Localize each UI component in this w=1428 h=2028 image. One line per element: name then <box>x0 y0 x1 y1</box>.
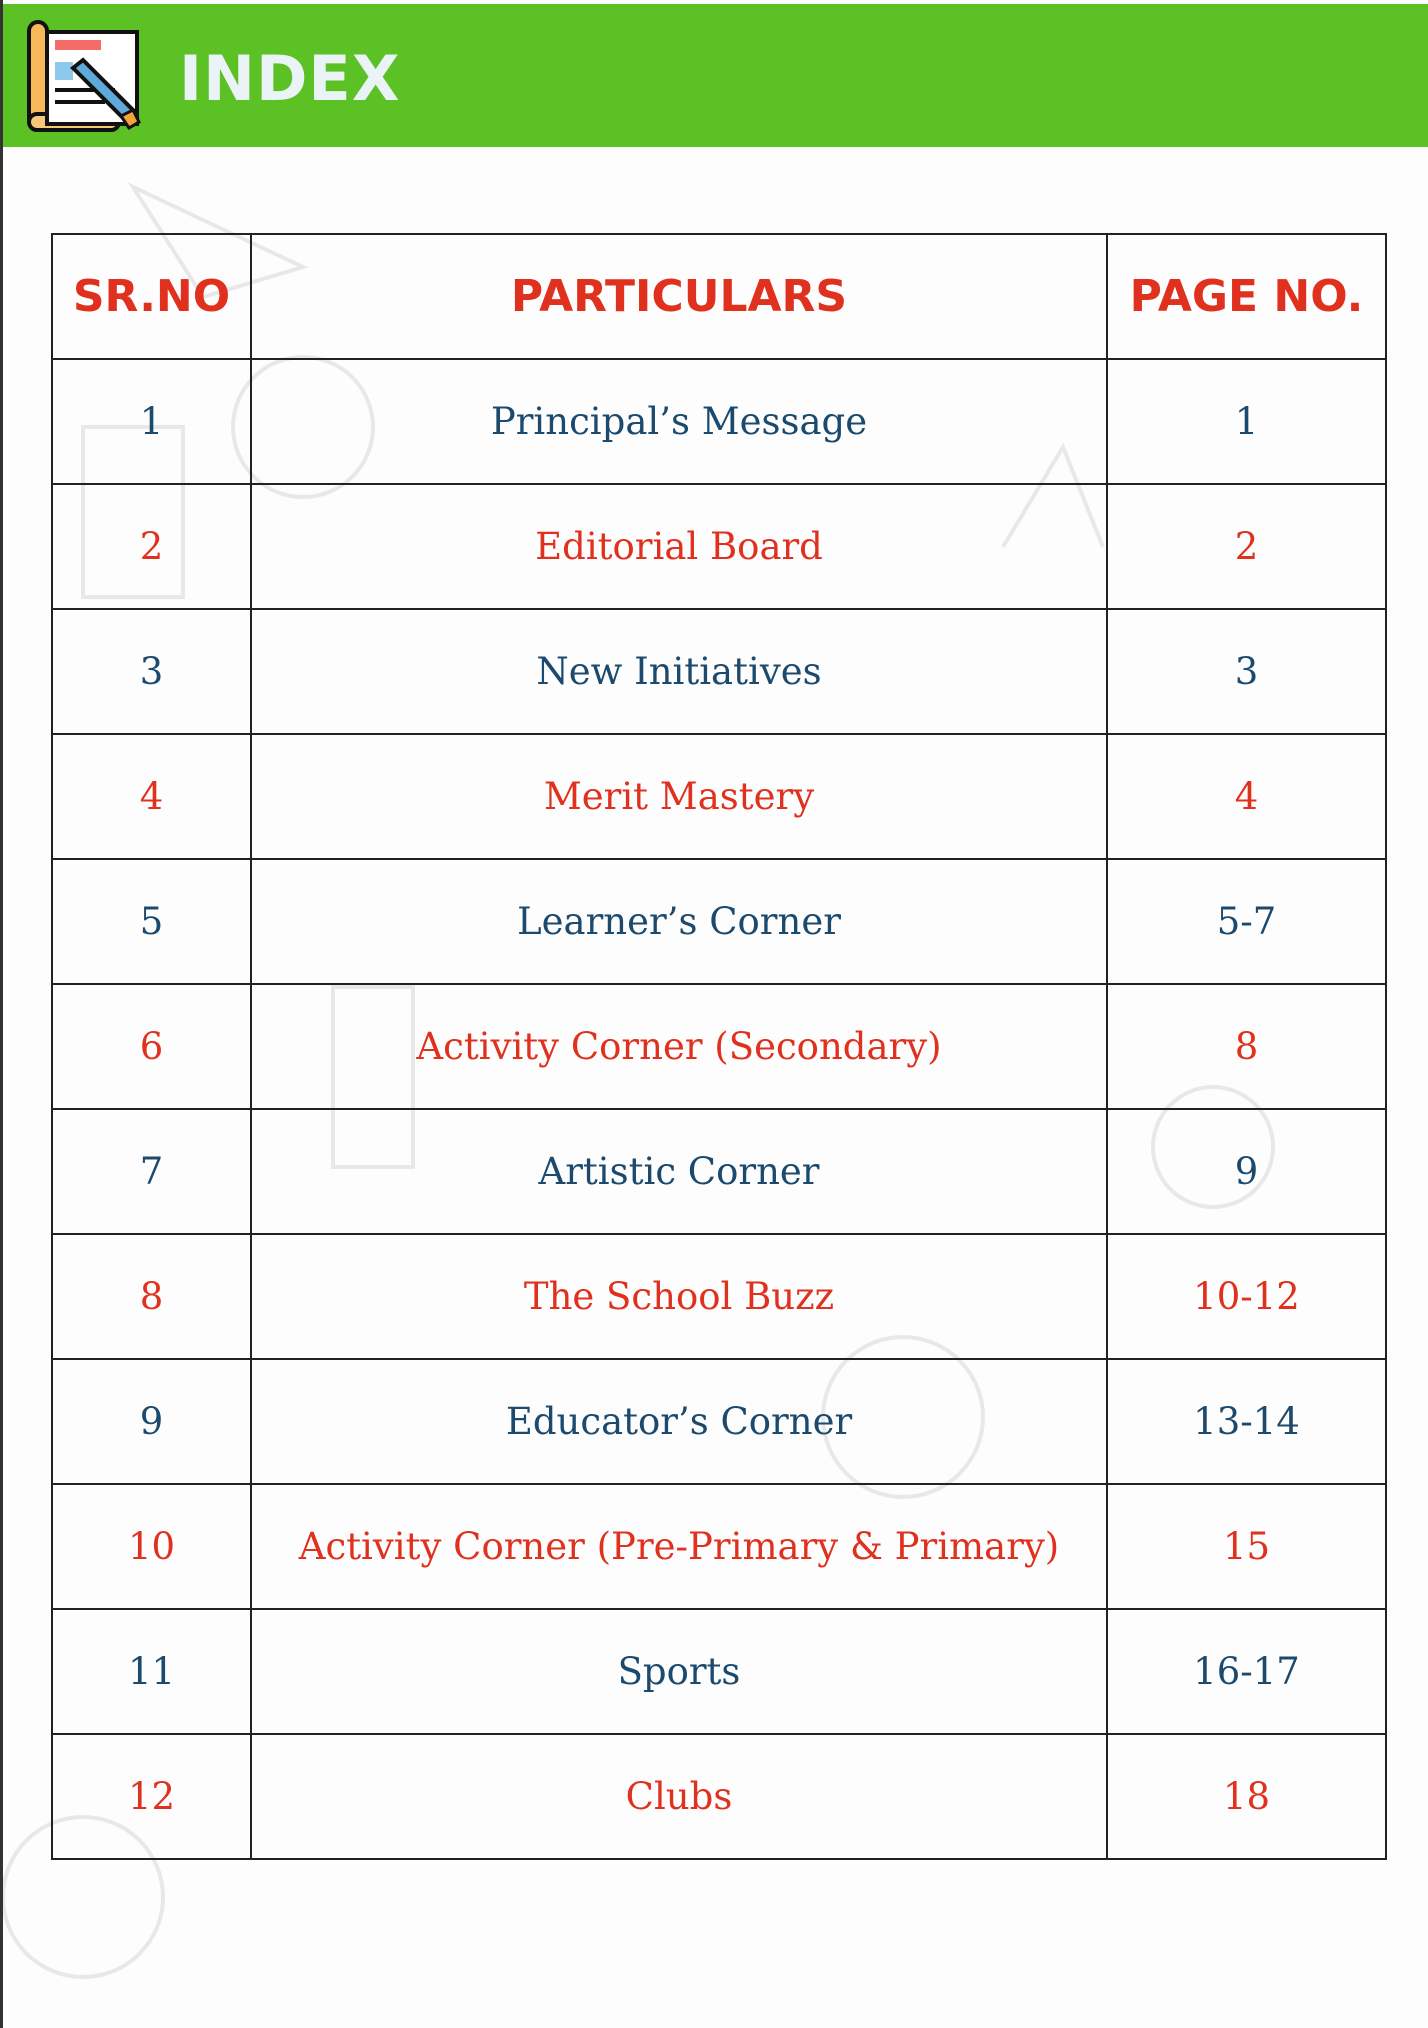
particular-cell: Activity Corner (Secondary) <box>250 983 1108 1110</box>
sr-no-cell: 11 <box>51 1608 252 1735</box>
sr-no-cell: 3 <box>51 608 252 735</box>
table-row: 3 New Initiatives 3 <box>51 608 1387 735</box>
particular-cell: Merit Mastery <box>250 733 1108 860</box>
sr-no-cell: 10 <box>51 1483 252 1610</box>
page-no-cell: 2 <box>1106 483 1387 610</box>
sr-no-cell: 6 <box>51 983 252 1110</box>
particular-cell: Principal’s Message <box>250 358 1108 485</box>
column-header-page-no: PAGE NO. <box>1106 233 1387 360</box>
page-no-cell: 13-14 <box>1106 1358 1387 1485</box>
particular-cell: New Initiatives <box>250 608 1108 735</box>
table-row: 5 Learner’s Corner 5-7 <box>51 858 1387 985</box>
particular-cell: Educator’s Corner <box>250 1358 1108 1485</box>
sr-no-cell: 5 <box>51 858 252 985</box>
index-table: SR.NO PARTICULARS PAGE NO. 1 Principal’s … <box>51 233 1387 1860</box>
sr-no-cell: 4 <box>51 733 252 860</box>
particular-cell: Activity Corner (Pre-Primary & Primary) <box>250 1483 1108 1610</box>
particular-cell: Editorial Board <box>250 483 1108 610</box>
particular-cell: Clubs <box>250 1733 1108 1860</box>
particular-cell: Artistic Corner <box>250 1108 1108 1235</box>
page-no-cell: 15 <box>1106 1483 1387 1610</box>
table-row: 1 Principal’s Message 1 <box>51 358 1387 485</box>
sr-no-cell: 7 <box>51 1108 252 1235</box>
page-title: INDEX <box>179 42 401 115</box>
table-row: 2 Editorial Board 2 <box>51 483 1387 610</box>
table-row: 6 Activity Corner (Secondary) 8 <box>51 983 1387 1110</box>
sr-no-cell: 9 <box>51 1358 252 1485</box>
page-no-cell: 8 <box>1106 983 1387 1110</box>
page-no-cell: 5-7 <box>1106 858 1387 985</box>
page-no-cell: 3 <box>1106 608 1387 735</box>
page-no-cell: 1 <box>1106 358 1387 485</box>
table-row: 4 Merit Mastery 4 <box>51 733 1387 860</box>
page-no-cell: 16-17 <box>1106 1608 1387 1735</box>
particular-cell: Learner’s Corner <box>250 858 1108 985</box>
table-row: 8 The School Buzz 10-12 <box>51 1233 1387 1360</box>
column-header-particulars: PARTICULARS <box>250 233 1108 360</box>
sr-no-cell: 8 <box>51 1233 252 1360</box>
particular-cell: Sports <box>250 1608 1108 1735</box>
page-no-cell: 18 <box>1106 1733 1387 1860</box>
sr-no-cell: 2 <box>51 483 252 610</box>
table-row: 10 Activity Corner (Pre-Primary & Primary… <box>51 1483 1387 1610</box>
document-pencil-icon <box>27 20 141 132</box>
table-row: 9 Educator’s Corner 13-14 <box>51 1358 1387 1485</box>
column-header-sr-no: SR.NO <box>51 233 252 360</box>
sr-no-cell: 12 <box>51 1733 252 1860</box>
sr-no-cell: 1 <box>51 358 252 485</box>
index-header: INDEX <box>3 4 1428 147</box>
table-row: 7 Artistic Corner 9 <box>51 1108 1387 1235</box>
table-row: 11 Sports 16-17 <box>51 1608 1387 1735</box>
page-no-cell: 9 <box>1106 1108 1387 1235</box>
page-no-cell: 10-12 <box>1106 1233 1387 1360</box>
particular-cell: The School Buzz <box>250 1233 1108 1360</box>
table-header-row: SR.NO PARTICULARS PAGE NO. <box>51 233 1387 360</box>
page-no-cell: 4 <box>1106 733 1387 860</box>
table-row: 12 Clubs 18 <box>51 1733 1387 1860</box>
